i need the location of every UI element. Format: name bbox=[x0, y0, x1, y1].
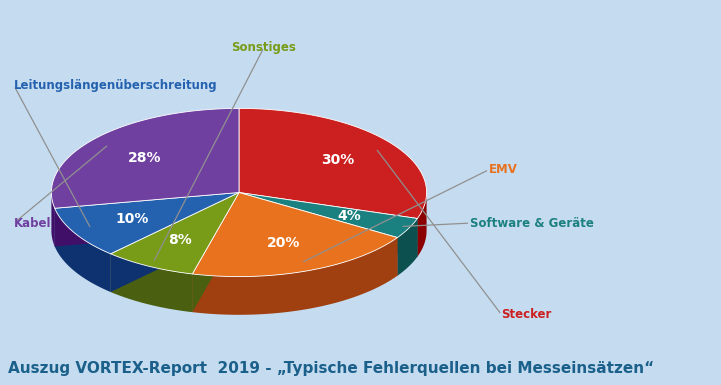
Polygon shape bbox=[55, 192, 239, 254]
Polygon shape bbox=[110, 192, 239, 292]
Polygon shape bbox=[239, 192, 397, 276]
Text: EMV: EMV bbox=[489, 163, 518, 176]
Text: 10%: 10% bbox=[115, 212, 149, 226]
Text: 8%: 8% bbox=[169, 233, 192, 248]
Polygon shape bbox=[193, 238, 397, 315]
Text: 4%: 4% bbox=[337, 209, 361, 223]
Polygon shape bbox=[51, 192, 55, 246]
Polygon shape bbox=[55, 192, 239, 246]
Polygon shape bbox=[397, 218, 417, 276]
Polygon shape bbox=[239, 192, 417, 257]
Text: Auszug VORTEX-Report  2019 - „Typische Fehlerquellen bei Messeinsätzen“: Auszug VORTEX-Report 2019 - „Typische Fe… bbox=[8, 361, 654, 376]
Text: Stecker: Stecker bbox=[502, 308, 552, 321]
Polygon shape bbox=[51, 109, 239, 208]
Text: Kabel: Kabel bbox=[14, 217, 51, 229]
Polygon shape bbox=[193, 192, 239, 312]
Polygon shape bbox=[239, 192, 417, 238]
Text: 20%: 20% bbox=[267, 236, 301, 250]
Polygon shape bbox=[110, 192, 239, 292]
Polygon shape bbox=[239, 192, 417, 257]
Text: Software & Geräte: Software & Geräte bbox=[470, 217, 594, 229]
Polygon shape bbox=[193, 192, 397, 276]
Text: Leitungslängenüberschreitung: Leitungslängenüberschreitung bbox=[14, 79, 218, 92]
Text: 30%: 30% bbox=[321, 153, 354, 167]
Polygon shape bbox=[110, 192, 239, 274]
Polygon shape bbox=[55, 208, 110, 292]
Text: 28%: 28% bbox=[128, 151, 162, 165]
Polygon shape bbox=[110, 254, 193, 312]
Polygon shape bbox=[193, 192, 239, 312]
Polygon shape bbox=[239, 109, 427, 218]
Polygon shape bbox=[239, 192, 397, 276]
Polygon shape bbox=[55, 192, 239, 246]
Polygon shape bbox=[417, 192, 427, 257]
Text: Sonstiges: Sonstiges bbox=[231, 41, 296, 54]
